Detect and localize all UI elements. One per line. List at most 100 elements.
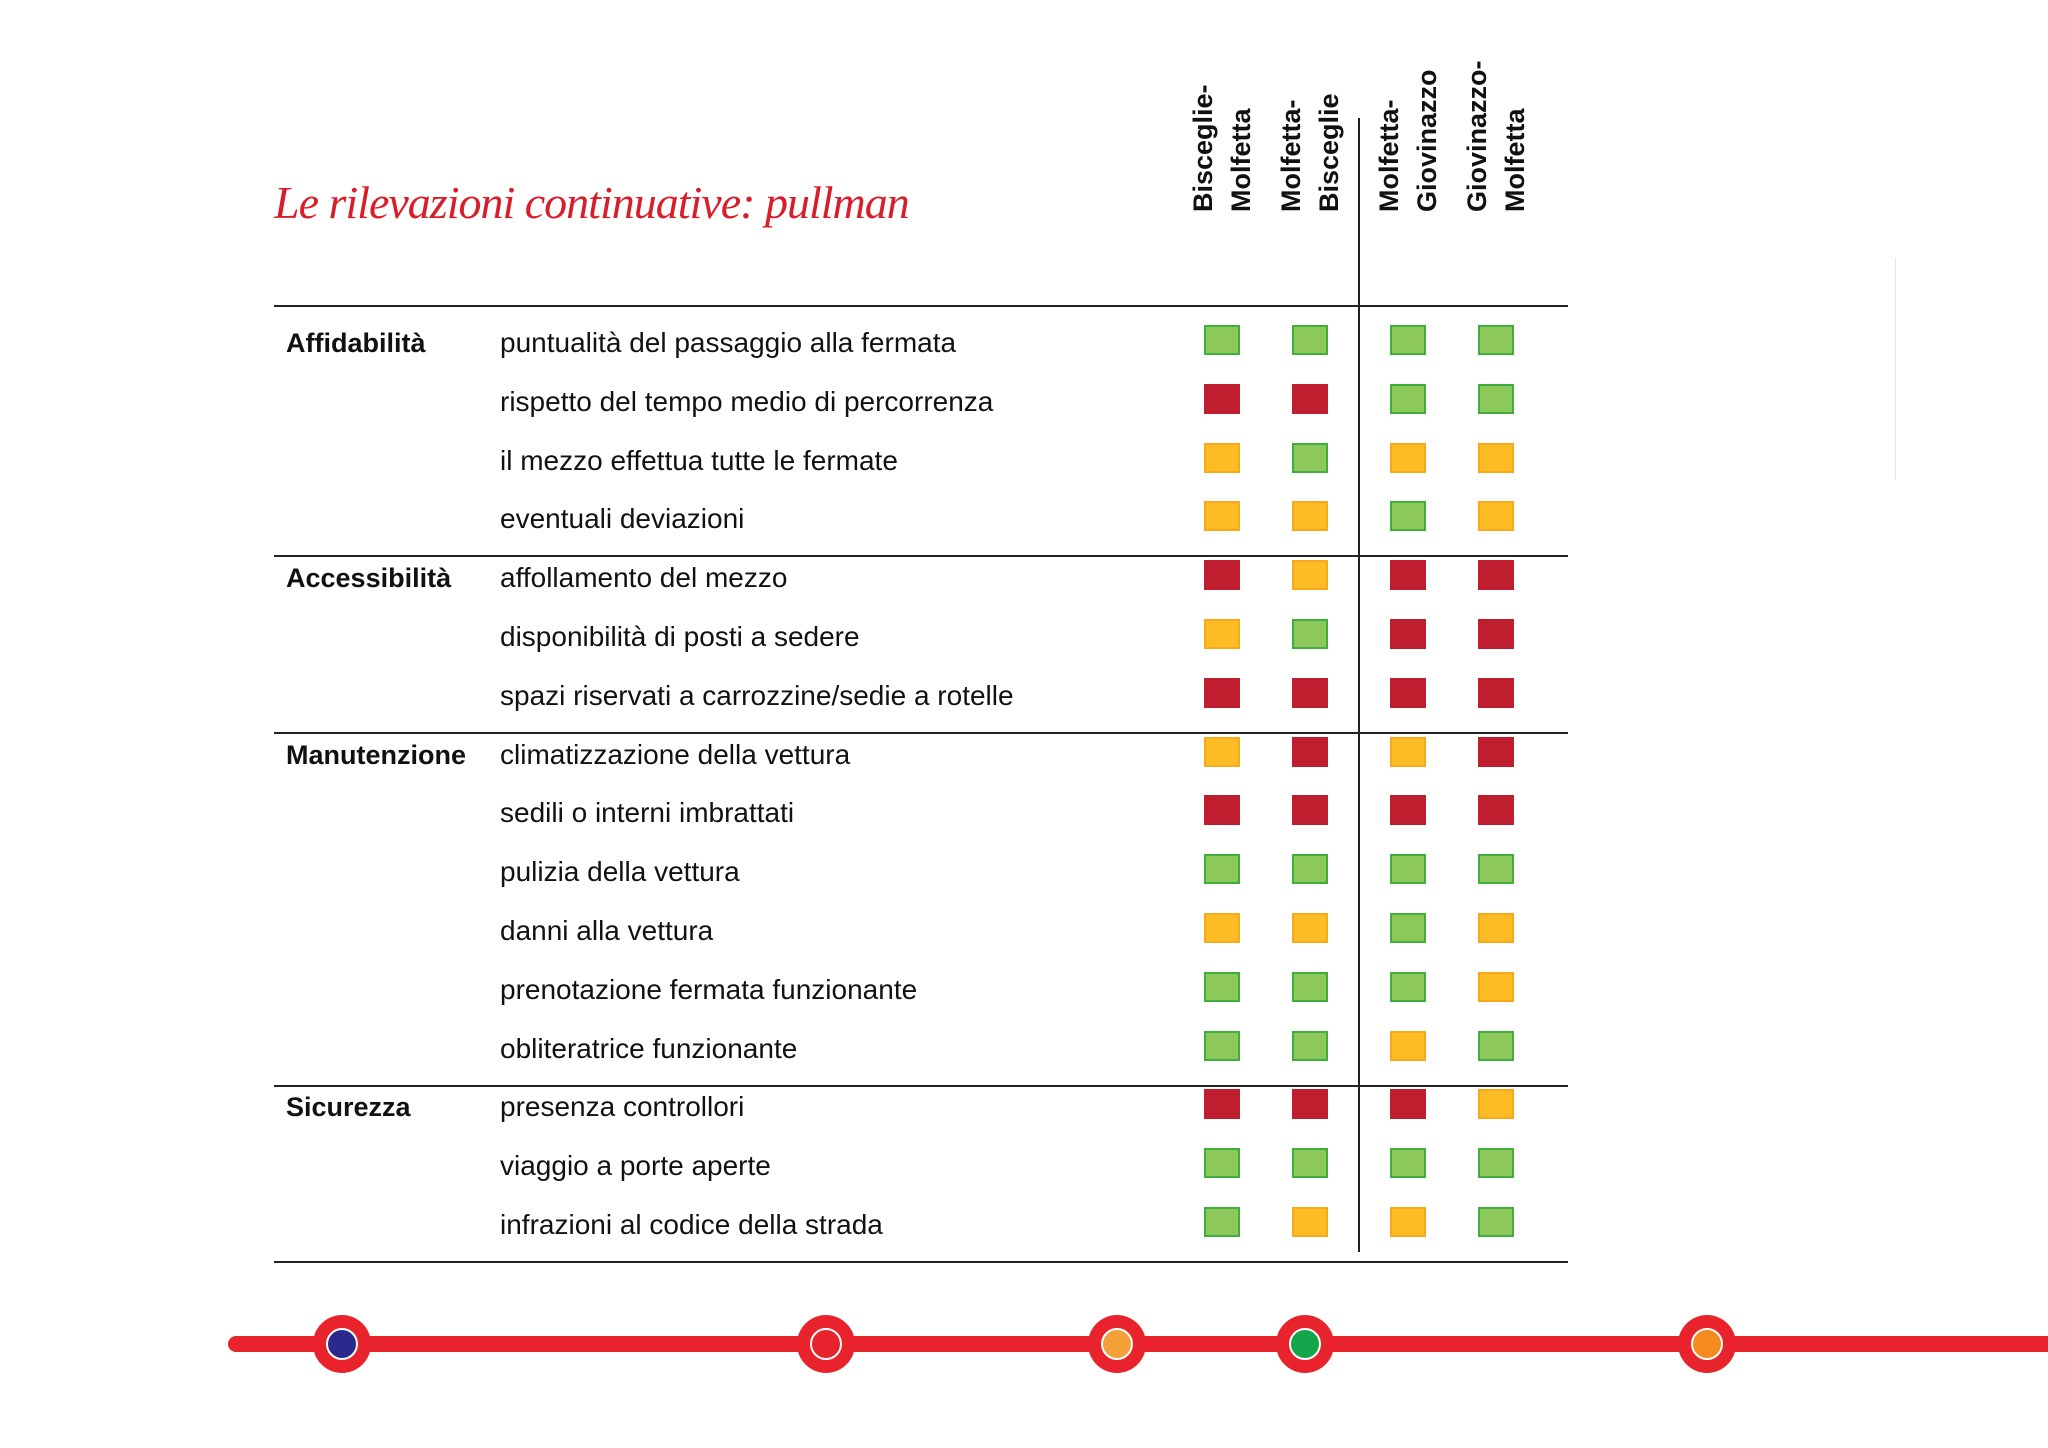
- rating-red-square: [1390, 619, 1426, 649]
- rating-red-square: [1204, 383, 1240, 414]
- rating-amber-square: [1292, 501, 1328, 532]
- rating-red-square: [1292, 736, 1328, 767]
- rating-green-square: [1204, 971, 1240, 1002]
- indicator-label: eventuali deviazioni: [500, 503, 745, 535]
- rating-red-square: [1390, 560, 1426, 591]
- rating-green-square: [1390, 854, 1426, 885]
- category-separator: [274, 1261, 1568, 1263]
- metro-stop-dot: [1289, 1328, 1321, 1360]
- indicator-label: rispetto del tempo medio di percorrenza: [500, 385, 994, 417]
- metro-stop-dot: [1691, 1328, 1723, 1360]
- rating-amber-square: [1478, 442, 1514, 473]
- rating-green-square: [1204, 1207, 1240, 1237]
- header-rule: [274, 305, 1568, 307]
- route-header-2: Molfetta- Bisceglie: [1260, 93, 1360, 288]
- route-header-label: Giovinazzo- Molfetta: [1462, 60, 1530, 212]
- rating-amber-square: [1204, 619, 1240, 649]
- metro-stop-1: [313, 1315, 371, 1373]
- rating-red-square: [1292, 795, 1328, 826]
- rating-red-square: [1390, 1089, 1426, 1120]
- rating-amber-square: [1204, 736, 1240, 767]
- indicator-label: pulizia della vettura: [500, 856, 740, 888]
- rating-green-square: [1390, 383, 1426, 414]
- rating-green-square: [1390, 1148, 1426, 1179]
- page-title: Le rilevazioni continuative: pullman: [274, 177, 910, 228]
- indicator-label: puntualità del passaggio alla fermata: [500, 327, 957, 358]
- metro-stop-dot: [326, 1328, 358, 1360]
- indicator-label: affollamento del mezzo: [500, 562, 788, 594]
- rating-amber-square: [1292, 1207, 1328, 1237]
- metro-stop-4: [1276, 1315, 1334, 1373]
- rating-green-square: [1204, 1148, 1240, 1179]
- rating-green-square: [1390, 971, 1426, 1002]
- rating-red-square: [1204, 795, 1240, 826]
- rating-green-square: [1292, 1030, 1328, 1061]
- rating-green-square: [1292, 1148, 1328, 1179]
- metro-stop-dot: [810, 1328, 842, 1360]
- rating-amber-square: [1204, 442, 1240, 473]
- rating-red-square: [1292, 1089, 1328, 1120]
- rating-amber-square: [1478, 1089, 1514, 1120]
- metro-stop-3: [1088, 1315, 1146, 1373]
- rating-amber-square: [1390, 442, 1426, 473]
- indicator-label: disponibilità di posti a sedere: [500, 621, 860, 652]
- route-header-3: Molfetta- Giovinazzo: [1358, 69, 1458, 288]
- indicator-label: presenza controllori: [500, 1091, 745, 1123]
- indicator-label: il mezzo effettua tutte le fermate: [500, 444, 898, 476]
- route-header-label: Molfetta- Bisceglie: [1276, 93, 1344, 212]
- rating-green-square: [1292, 971, 1328, 1002]
- rating-green-square: [1292, 619, 1328, 649]
- rating-green-square: [1478, 1030, 1514, 1061]
- category-label: Accessibilità: [286, 563, 452, 594]
- route-header-label: Molfetta- Giovinazzo: [1374, 69, 1442, 212]
- rating-green-square: [1292, 854, 1328, 885]
- rating-green-square: [1390, 325, 1426, 355]
- rating-amber-square: [1204, 913, 1240, 943]
- rating-red-square: [1478, 795, 1514, 826]
- rating-amber-square: [1390, 1207, 1426, 1237]
- rating-amber-square: [1292, 560, 1328, 591]
- route-header-1: Bisceglie- Molfetta: [1172, 84, 1272, 288]
- indicator-label: viaggio a porte aperte: [500, 1150, 771, 1182]
- rating-green-square: [1390, 501, 1426, 532]
- indicator-label: climatizzazione della vettura: [500, 738, 851, 770]
- indicator-label: infrazioni al codice della strada: [500, 1209, 883, 1240]
- rating-green-square: [1478, 383, 1514, 414]
- category-label: Sicurezza: [286, 1092, 411, 1123]
- route-header-label: Bisceglie- Molfetta: [1188, 84, 1256, 212]
- rating-red-square: [1390, 795, 1426, 826]
- rating-green-square: [1292, 325, 1328, 355]
- indicator-label: spazi riservati a carrozzine/sedie a rot…: [500, 679, 1014, 711]
- rating-amber-square: [1478, 501, 1514, 532]
- metro-stop-dot: [1101, 1328, 1133, 1360]
- rating-green-square: [1478, 854, 1514, 885]
- category-separator: [274, 731, 1568, 734]
- rating-red-square: [1478, 619, 1514, 649]
- indicator-label: sedili o interni imbrattati: [500, 797, 795, 829]
- rating-amber-square: [1390, 1030, 1426, 1061]
- indicator-label: danni alla vettura: [500, 915, 714, 946]
- metro-stop-5: [1678, 1315, 1736, 1373]
- rating-red-square: [1478, 560, 1514, 591]
- rating-green-square: [1292, 442, 1328, 473]
- indicator-label: obliteratrice funzionante: [500, 1032, 798, 1064]
- rating-amber-square: [1478, 913, 1514, 943]
- metro-stop-2: [797, 1315, 855, 1373]
- rating-amber-square: [1292, 913, 1328, 943]
- rating-red-square: [1204, 1089, 1240, 1120]
- rating-red-square: [1204, 677, 1240, 708]
- route-header-4: Giovinazzo- Molfetta: [1446, 60, 1546, 288]
- rating-red-square: [1478, 736, 1514, 767]
- faint-divider: [1895, 258, 1896, 480]
- category-separator: [274, 555, 1568, 558]
- rating-green-square: [1478, 1207, 1514, 1237]
- rating-green-square: [1204, 325, 1240, 355]
- rating-green-square: [1204, 854, 1240, 885]
- rating-green-square: [1478, 325, 1514, 355]
- rating-amber-square: [1390, 736, 1426, 767]
- category-separator: [274, 1084, 1568, 1087]
- rating-amber-square: [1478, 971, 1514, 1002]
- category-label: Manutenzione: [286, 739, 466, 770]
- column-divider: [1358, 118, 1360, 1252]
- category-label: Affidabilità: [286, 328, 426, 358]
